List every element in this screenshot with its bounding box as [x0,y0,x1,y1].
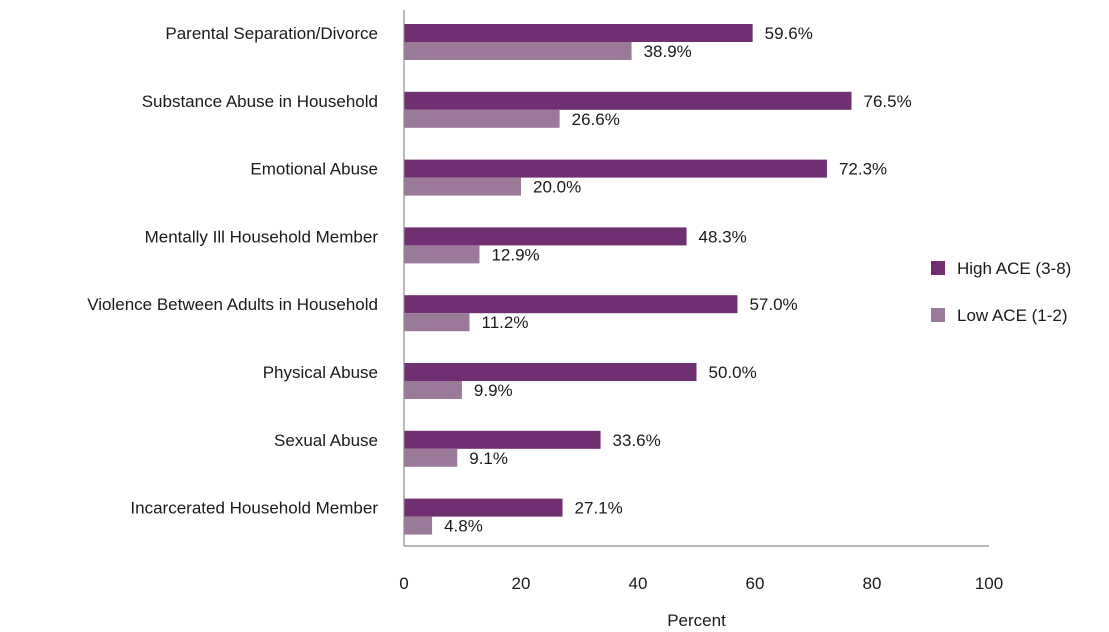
bar-low-ace [404,177,521,196]
bar-high-ace [404,24,753,42]
x-tick-label: 20 [512,574,531,593]
data-label: 57.0% [749,295,797,314]
data-label: 72.3% [839,160,887,179]
bar-low-ace [404,313,470,332]
category-label: Parental Separation/Divorce [165,24,378,43]
category-label: Sexual Abuse [274,431,378,450]
data-label: 12.9% [491,245,539,264]
category-labels: Parental Separation/Divorce Substance Abu… [87,24,378,518]
data-labels: 59.6% 38.9% 76.5% 26.6% 72.3% 20.0% 48.3% 12.9%… [444,24,912,536]
data-label: 9.1% [469,449,508,468]
bar-low-ace [404,448,458,467]
data-label: 26.6% [572,110,620,129]
bar-low-ace [404,516,433,535]
legend-label: High ACE (3-8) [957,259,1071,278]
category-label: Substance Abuse in Household [142,92,378,111]
bar-high-ace [404,159,827,178]
x-tick-label: 60 [746,574,765,593]
category-label: Incarcerated Household Member [130,499,378,518]
x-axis-title: Percent [667,611,726,630]
bar-high-ace [404,91,852,110]
x-tick-label: 100 [975,574,1003,593]
x-tick-label: 0 [399,574,408,593]
x-tick-label: 40 [629,574,648,593]
bar-high-ace [404,295,738,314]
axes [403,10,989,547]
legend-swatch [931,308,945,322]
bar-low-ace [404,381,462,399]
category-label: Mentally Ill Household Member [145,227,379,246]
data-label: 4.8% [444,517,483,536]
data-label: 76.5% [864,92,912,111]
category-label: Violence Between Adults in Household [87,295,378,314]
category-label: Physical Abuse [263,363,378,382]
data-label: 20.0% [533,178,581,197]
legend-label: Low ACE (1-2) [957,306,1068,325]
bars-layer [404,24,852,535]
data-label: 59.6% [765,24,813,43]
category-label: Emotional Abuse [250,160,378,179]
bar-low-ace [404,109,560,128]
bar-high-ace [404,498,563,517]
bar-high-ace [404,363,697,381]
bar-high-ace [404,227,687,246]
data-label: 48.3% [699,227,747,246]
x-tick-labels: 0 20 40 60 80 100 [399,574,1003,593]
legend-swatch [931,261,945,275]
bar-low-ace [404,245,480,264]
data-label: 38.9% [644,42,692,61]
data-label: 11.2% [482,313,529,332]
data-label: 27.1% [575,499,623,518]
bar-high-ace [404,430,601,449]
x-tick-label: 80 [863,574,882,593]
legend: High ACE (3-8) Low ACE (1-2) [931,259,1071,325]
data-label: 33.6% [613,431,661,450]
bar-low-ace [404,42,632,60]
data-label: 50.0% [709,363,757,382]
data-label: 9.9% [474,381,513,400]
